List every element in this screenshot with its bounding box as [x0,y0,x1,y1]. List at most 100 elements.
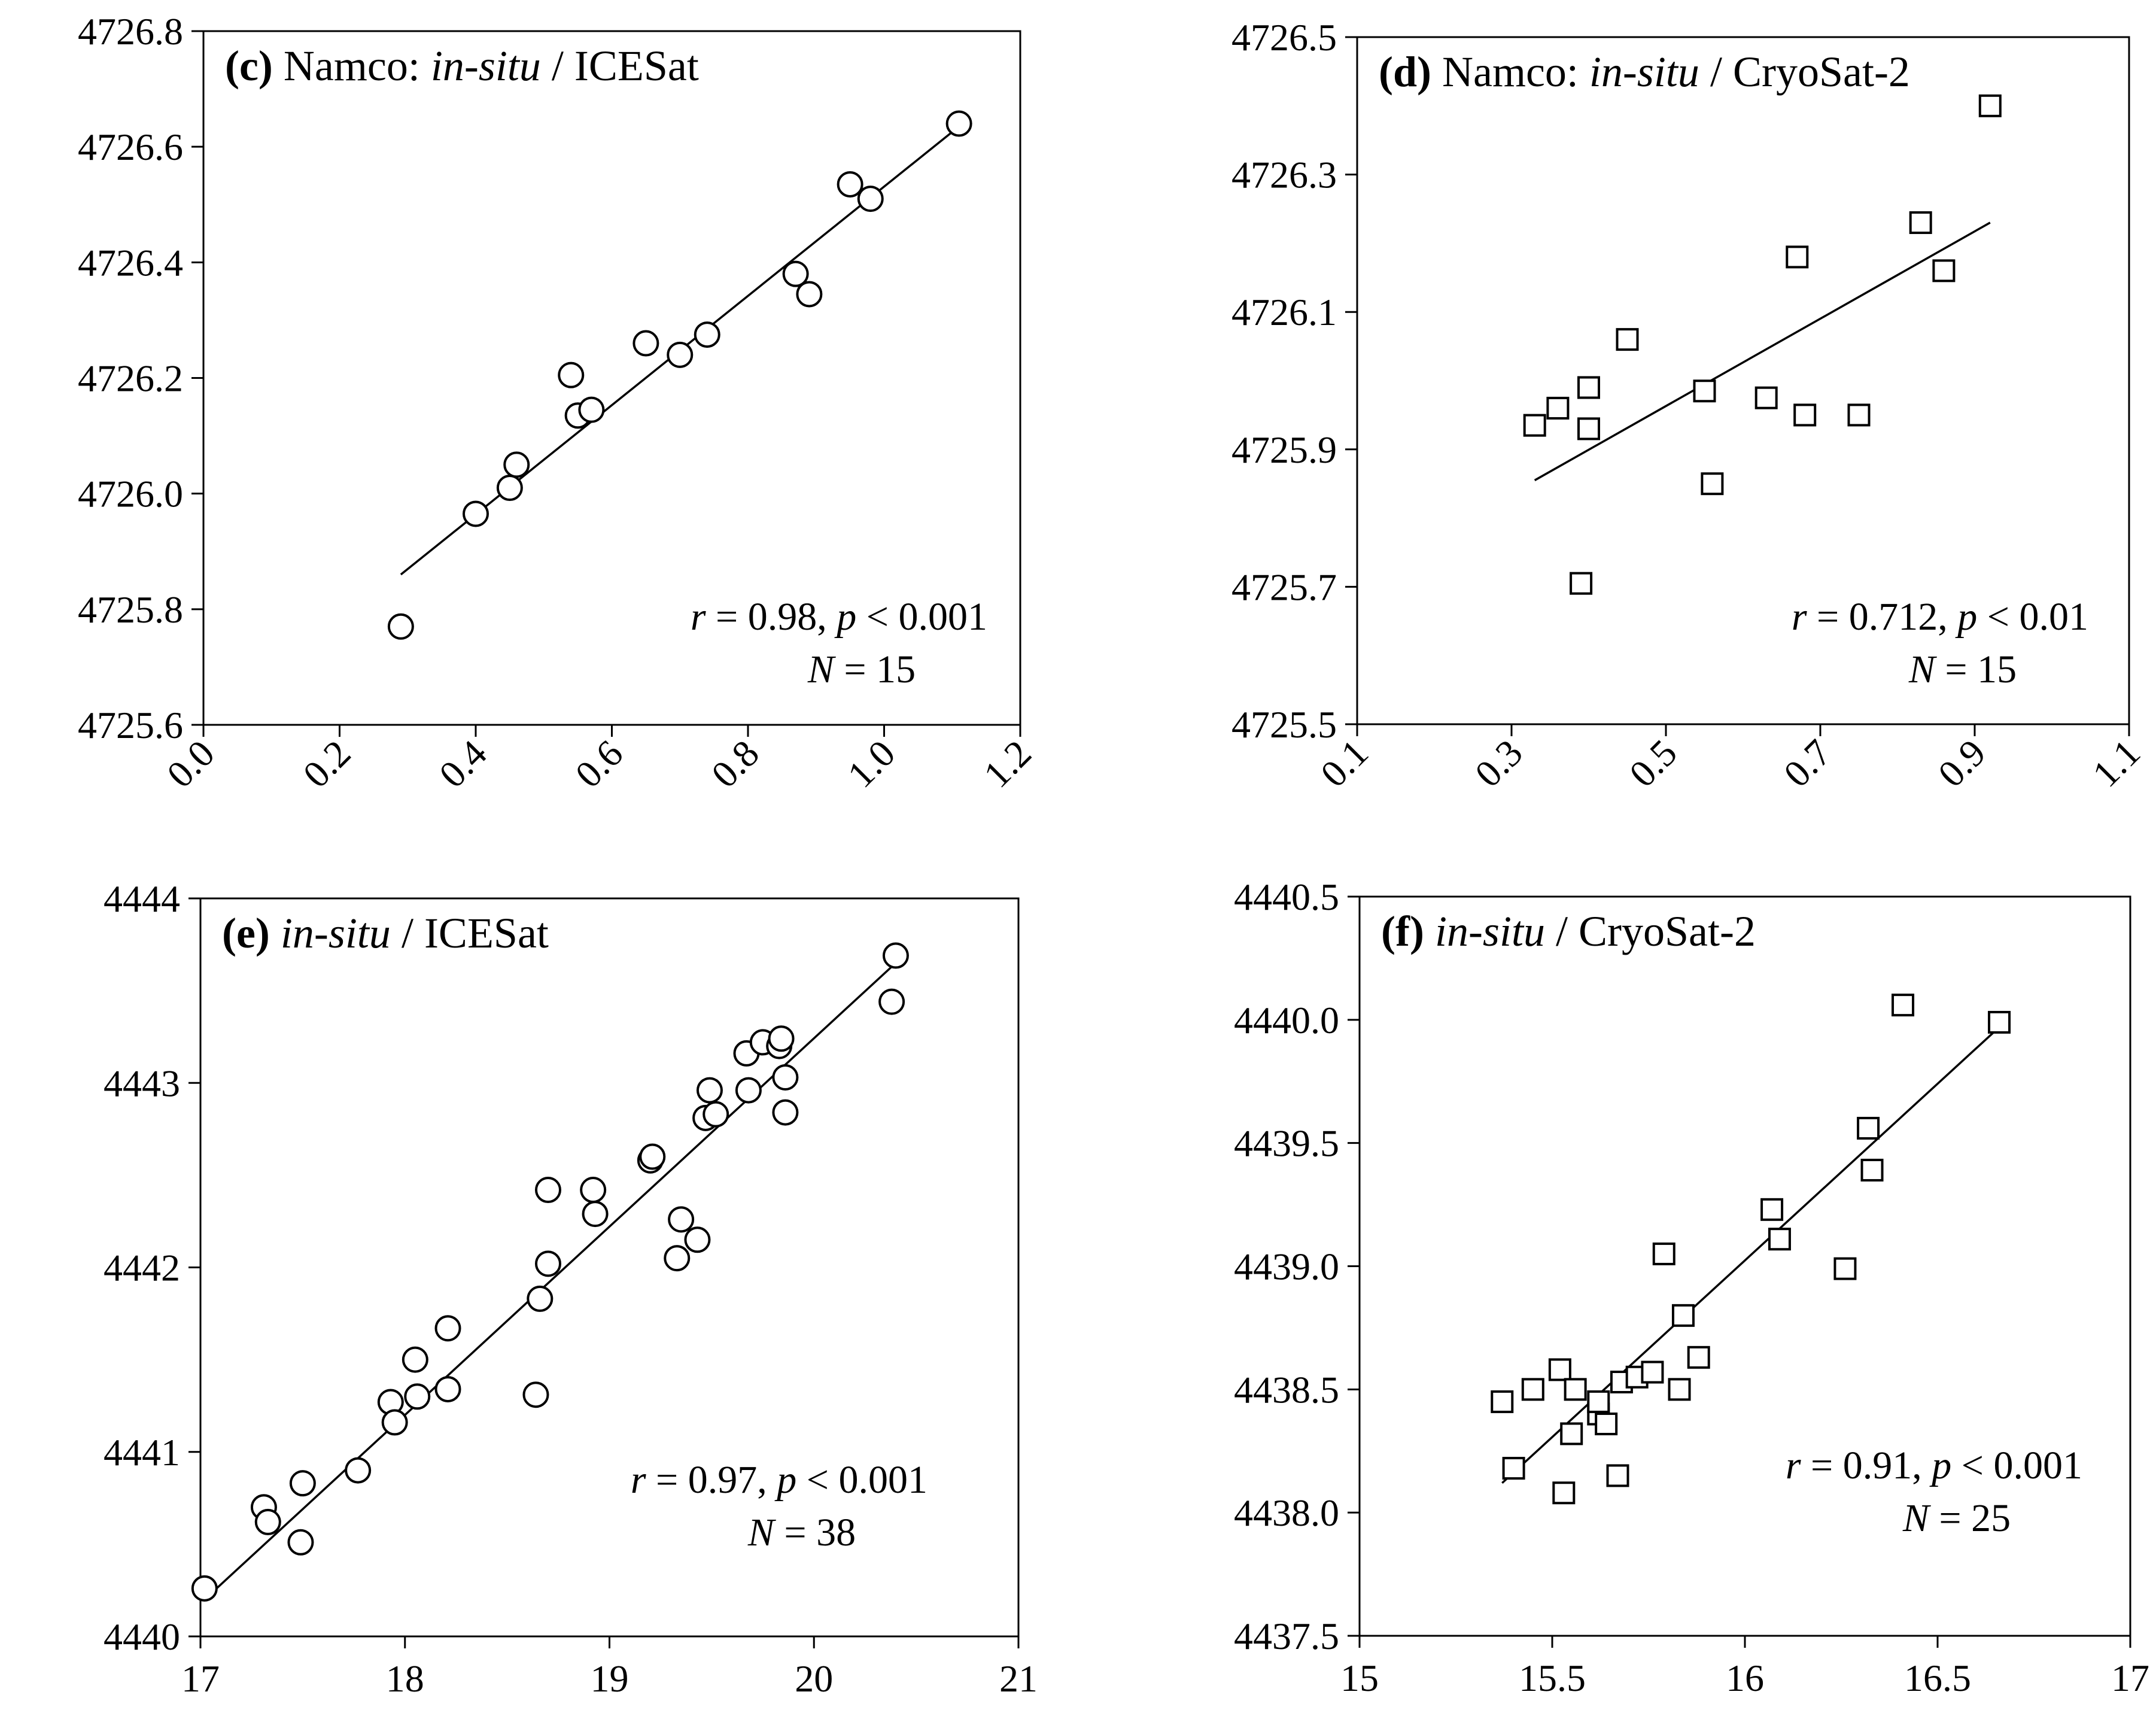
data-point [1521,1378,1544,1401]
data-point [1491,1390,1514,1413]
x-tick-label: 0.9 [1930,731,1994,795]
stats-line-r-p: r = 0.712, p < 0.01 [1792,595,2088,639]
data-point [768,1025,795,1052]
y-tick-label: 4725.9 [1231,429,1337,471]
panel-title: (f) in-situ / CryoSat-2 [1381,907,1756,955]
data-point [1577,376,1600,399]
x-tick-label: 16.5 [1904,1657,1971,1699]
data-point [1546,396,1570,420]
stats-line-n: N = 38 [747,1511,856,1554]
data-point [527,1285,554,1312]
data-point [1668,1378,1691,1401]
data-point [1606,1464,1629,1487]
data-point [1671,1304,1695,1327]
x-tick-label: 0.6 [567,732,631,796]
x-tick-label: 15.5 [1519,1657,1586,1699]
x-tick-label: 1.0 [840,732,904,796]
data-point [404,1383,431,1410]
data-point [1570,572,1593,595]
data-point [1754,386,1778,409]
data-point [639,1143,666,1170]
x-tick-label: 0.7 [1775,731,1839,795]
x-tick-label: 19 [591,1657,629,1700]
panel-e: 4440 4441 4442 4443 4444 17 18 19 20 21 (e) in-sit… [104,877,1038,1700]
data-point [496,475,523,502]
plot-frame [1356,36,2130,725]
plot-frame [1358,895,2131,1637]
panel-title: (c) Namco: in-situ / ICESat [225,42,699,90]
stats-line-r-p: r = 0.98, p < 0.001 [691,595,987,639]
data-point [1502,1457,1525,1480]
regression-line [1501,1026,2000,1484]
data-point [1552,1481,1576,1505]
x-tick-label: 0.8 [703,732,767,796]
data-point [289,1470,316,1497]
data-point [534,1250,561,1277]
data-point [434,1375,461,1402]
data-point [1652,1242,1675,1265]
y-tick-label: 4444 [104,877,180,920]
data-point [684,1226,711,1253]
data-point [696,1077,723,1104]
data-point [1687,1346,1710,1369]
y-tick-label: 4439.5 [1234,1122,1339,1165]
data-point [1857,1116,1880,1140]
x-tick-label: 21 [999,1657,1038,1700]
y-tick-label: 4438.0 [1234,1492,1339,1534]
x-tick-label: 1.1 [2084,731,2148,795]
y-tick-label: 4726.5 [1231,16,1337,59]
data-point [254,1508,281,1535]
y-tick-label: 4726.4 [78,241,183,284]
data-point [882,942,909,969]
y-tick-label: 4441 [104,1431,180,1474]
panel-c: 4725.6 4725.8 4726.0 4726.2 4726.4 4726.6 4726… [78,10,1039,795]
data-point [1616,328,1639,351]
x-tick-label: 0.3 [1467,731,1531,795]
data-point [632,330,659,357]
data-point [387,613,414,640]
regression-line [1534,221,1991,481]
y-tick-label: 4726.0 [78,473,183,515]
data-point [1786,245,1809,269]
y-tick-label: 4725.8 [78,588,183,631]
y-tick-label: 4439.0 [1234,1246,1339,1288]
data-point [345,1457,372,1484]
data-point [1564,1378,1587,1401]
y-tick-label: 4443 [104,1062,180,1104]
x-tick-label: 20 [795,1657,833,1700]
data-point [287,1529,314,1556]
data-point [1988,1010,2011,1034]
data-point [772,1099,799,1126]
data-point [434,1315,461,1342]
panel-title: (d) Namco: in-situ / CryoSat-2 [1379,48,1910,96]
data-point [1892,994,1915,1017]
y-tick-label: 4726.3 [1231,154,1337,196]
data-point [703,1101,729,1128]
data-point [1701,472,1724,496]
x-tick-label: 17 [2111,1657,2149,1699]
stats-line-n: N = 25 [1902,1496,2011,1540]
y-tick-label: 4442 [104,1247,180,1289]
data-point [857,186,884,212]
data-point [1909,211,1932,234]
stats-line-r-p: r = 0.97, p < 0.001 [631,1458,928,1502]
data-point [796,281,823,308]
stats-line-r-p: r = 0.91, p < 0.001 [1786,1444,2082,1487]
data-point [1760,1198,1784,1221]
data-point [878,988,905,1015]
x-tick-label: 0.2 [295,732,359,796]
data-point [735,1077,762,1104]
y-tick-label: 4440.5 [1234,876,1339,918]
stats-line-n: N = 15 [1908,648,2017,691]
x-tick-label: 17 [181,1657,220,1700]
x-tick-label: 0.4 [431,732,495,796]
data-point [1932,259,1956,283]
y-tick-label: 4440 [104,1615,180,1658]
regression-line [203,962,897,1600]
y-tick-label: 4726.1 [1231,291,1337,333]
data-point [945,110,972,137]
data-point [837,171,863,198]
panel-title: (e) in-situ / ICESat [222,909,549,957]
stats-line-n: N = 15 [807,648,916,691]
